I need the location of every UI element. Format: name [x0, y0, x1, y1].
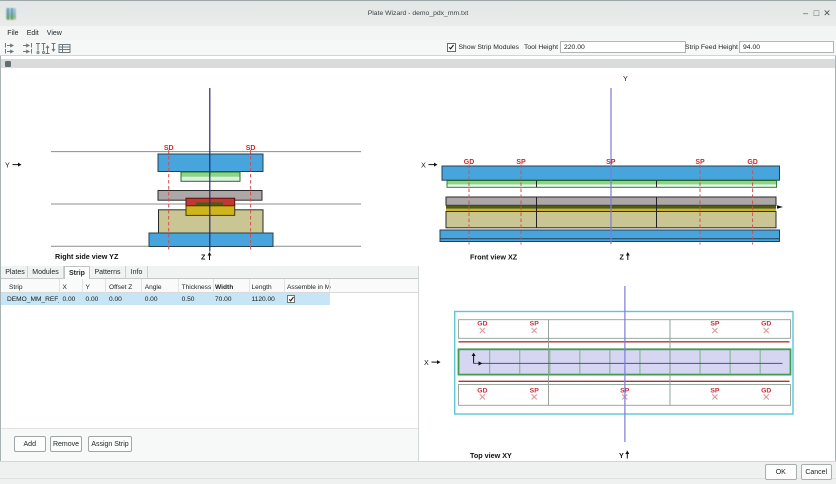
svg-text:SP: SP [606, 159, 616, 166]
svg-text:Top view XY: Top view XY [470, 451, 512, 460]
svg-text:X: X [424, 358, 429, 367]
svg-text:SP: SP [710, 388, 720, 395]
svg-text:Y: Y [619, 451, 624, 460]
svg-text:GD: GD [464, 159, 475, 166]
svg-text:Right side view YZ: Right side view YZ [55, 252, 119, 261]
svg-text:Y: Y [623, 74, 628, 83]
svg-text:SP: SP [516, 159, 526, 166]
svg-text:SD: SD [246, 145, 256, 152]
svg-text:SP: SP [695, 159, 705, 166]
svg-text:GD: GD [477, 321, 487, 328]
svg-text:GD: GD [761, 321, 771, 328]
svg-text:GD: GD [477, 388, 487, 395]
svg-text:SP: SP [710, 321, 720, 328]
svg-text:SD: SD [164, 145, 174, 152]
svg-text:Y: Y [5, 161, 10, 170]
svg-text:GD: GD [747, 159, 758, 166]
svg-text:Front view XZ: Front view XZ [470, 253, 518, 262]
svg-text:X: X [421, 161, 426, 170]
svg-text:SP: SP [530, 388, 540, 395]
svg-text:SP: SP [530, 321, 540, 328]
svg-text:Z: Z [201, 253, 206, 262]
svg-text:Z: Z [620, 253, 625, 262]
svg-text:GD: GD [761, 388, 771, 395]
